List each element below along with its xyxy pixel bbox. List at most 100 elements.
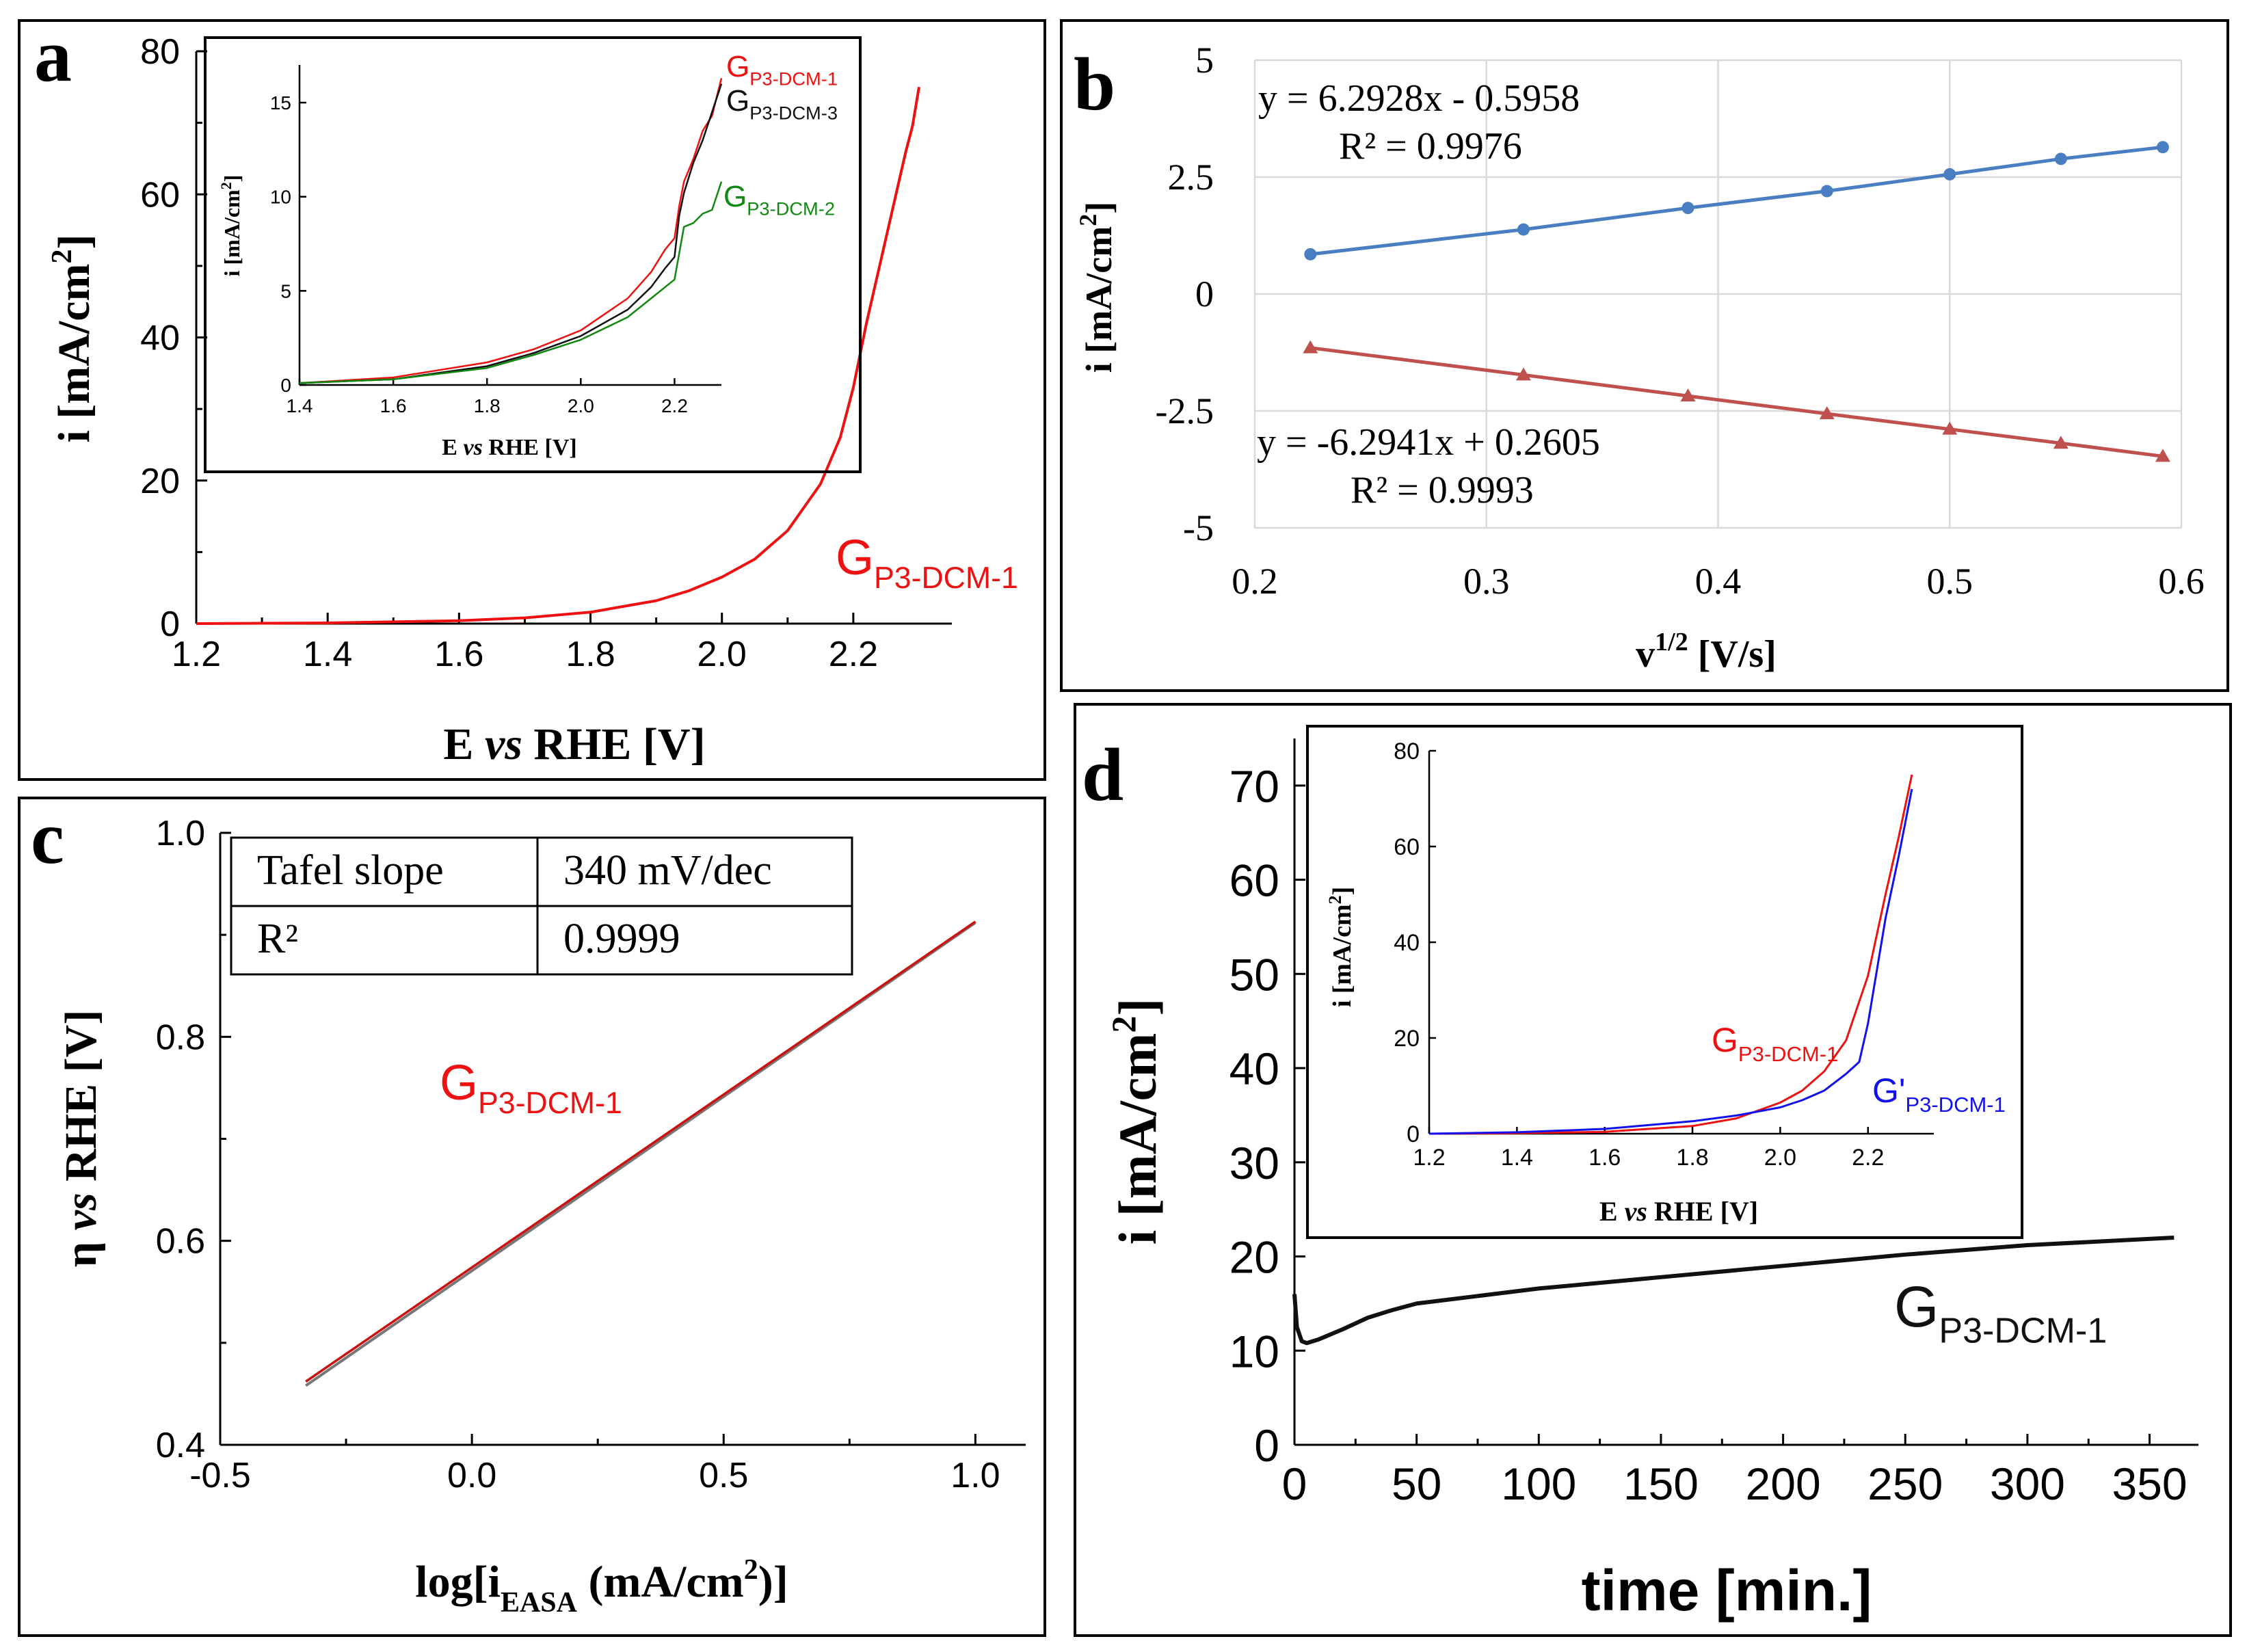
panel-c-table-cell: 340 mV/dec [563,847,772,894]
panel-b-ytick-label: 0 [1195,274,1214,315]
panel-d-ytick-label: 0 [1254,1420,1279,1471]
panel-b-point [2054,152,2067,165]
panel-d-xtick-label: 250 [1867,1458,1943,1509]
panel-b-ytick-label: -5 [1183,507,1214,548]
panel-d-inset-ylabel: i [mA/cm2] [1325,887,1357,1008]
panel-d-ylabel: i [mA/cm2] [1104,998,1167,1245]
panel-c-ytick-label: 0.4 [156,1426,205,1465]
panel-a-ytick-label: 20 [140,462,180,501]
panel-b-xtick-label: 0.5 [1927,561,1973,602]
panel-d-xtick-label: 100 [1501,1458,1576,1509]
panel-d-series-label: GP3-DCM-1 [1894,1275,2107,1351]
panel-a-series-label: GP3-DCM-1 [836,531,1018,595]
panel-c-xtick-label: 0.0 [447,1456,496,1495]
panel-a-inset-xtick-label: 1.8 [474,395,501,416]
panel-c-series-label: GP3-DCM-1 [440,1056,622,1120]
panel-a-inset-label: GP3-DCM-1 [726,50,838,89]
panel-d-ytick-label: 20 [1229,1232,1279,1283]
panel-d-ytick-label: 30 [1229,1138,1279,1188]
panel-a-xtick-label: 2.2 [829,635,878,674]
panel-a-inset-series-line [299,181,723,384]
panel-b-point [1303,340,1318,354]
panel-a-ytick-label: 0 [160,604,180,644]
panel-d-inset-xtick-label: 2.2 [1852,1145,1884,1171]
panel-c-frame [18,797,1046,1637]
panel-d-inset-xtick-label: 1.4 [1501,1145,1533,1171]
panel-c-fit-line [305,920,976,1383]
panel-d-inset-ytick-label: 40 [1394,930,1420,956]
panel-b-point [1943,168,1956,181]
panel-b-point [2053,436,2069,449]
panel-d-inset-series-line [1428,788,1913,1135]
panel-b-point [1304,248,1317,261]
panel-c-data-line [305,921,976,1387]
panel-b-ytick-label: 5 [1195,40,1214,81]
panel-a-series-line [196,86,920,625]
panel-d-ytick-label: 60 [1229,855,1279,906]
panel-d-frame [1074,703,2232,1637]
panel-d-inset-ytick-label: 20 [1394,1026,1420,1052]
panel-b-fit-r2-2: R² = 0.9993 [1351,469,1534,511]
panel-a-inset-ytick-label: 0 [280,375,291,396]
panel-c-xlabel: log[iEASA (mA/cm2)] [415,1554,788,1618]
panel-d-letter: d [1082,733,1124,816]
panel-b-point [2156,141,2169,154]
panel-b-fit-eq-2: y = -6.2941x + 0.2605 [1257,421,1600,464]
panel-b-ytick-label: -2.5 [1156,390,1214,431]
panel-c-table-cell: 0.9999 [563,916,680,962]
panel-b-point [1819,406,1835,420]
panel-d-ytick-label: 40 [1229,1043,1279,1094]
panel-a-inset-xtick-label: 1.4 [287,395,313,416]
panel-d-inset-ytick-label: 0 [1407,1121,1420,1147]
panel-a-inset-label: GP3-DCM-2 [723,180,835,219]
panel-b-xtick-label: 0.3 [1463,561,1510,602]
panel-c-xtick-label: 0.5 [699,1456,748,1495]
panel-a-xtick-label: 1.2 [172,635,221,674]
panel-c-ytick-label: 0.8 [156,1017,205,1057]
panel-d-xtick-label: 300 [1990,1458,2065,1509]
panel-d-inset-series-line [1428,774,1913,1135]
panel-d-inset-xtick-label: 1.8 [1676,1145,1708,1171]
panel-a-ytick-label: 40 [140,319,180,358]
panel-b-letter: b [1074,42,1115,126]
panel-a-xtick-label: 2.0 [697,635,747,674]
panel-d-xtick-label: 200 [1746,1458,1821,1509]
panel-a-ytick-label: 60 [140,175,180,215]
panel-a-xtick-label: 1.8 [566,635,615,674]
panel-c-ytick-label: 1.0 [156,814,205,853]
panel-a-ylabel: i [mA/cm2] [46,234,99,442]
panel-b-point [1820,185,1833,198]
panel-d-inset-label: GP3-DCM-1 [1712,1021,1838,1066]
panel-b-xtick-label: 0.2 [1232,561,1278,602]
panel-b-ytick-label: 2.5 [1168,157,1214,198]
panel-b-fit-eq-1: y = 6.2928x - 0.5958 [1258,77,1580,120]
panel-a-inset-ylabel: i [mA/cm2] [217,175,244,277]
panel-b-fit-r2-1: R² = 0.9976 [1339,125,1522,168]
panel-d-inset-xtick-label: 1.6 [1588,1145,1621,1171]
panel-d-inset-ytick-label: 80 [1394,738,1420,764]
panel-a-inset-ytick-label: 5 [280,280,291,302]
panel-d-xtick-label: 50 [1392,1458,1441,1509]
panel-d-inset-label: G'P3-DCM-1 [1872,1071,2006,1117]
panel-a-inset-frame [204,36,862,473]
panel-a-letter: a [34,14,72,97]
panel-a-inset-xtick-label: 2.2 [661,395,688,416]
panel-a-inset-xlabel: E vs RHE [V] [442,435,576,460]
panel-d-inset-xtick-label: 2.0 [1764,1145,1796,1171]
panel-a-inset-xtick-label: 1.6 [380,395,407,416]
panel-c-ylabel: η vs RHE [V] [56,1010,106,1268]
panel-b-point [1942,421,1958,435]
panel-d-series-line [1292,1236,2175,1346]
panel-d-ytick-label: 50 [1229,949,1279,1000]
panel-c-table-cell: Tafel slope [257,847,444,894]
panel-a-inset-series-line [299,83,723,384]
panel-a-inset-ytick-label: 15 [270,92,291,114]
panel-b-xtick-label: 0.6 [2158,561,2205,602]
panel-a-inset-xtick-label: 2.0 [568,395,594,416]
panel-d-ytick-label: 70 [1229,761,1279,812]
panel-c-letter: c [31,796,64,879]
panel-b-point [1681,202,1694,215]
panel-b-frame [1060,19,2229,692]
panel-d-inset-frame [1306,725,2023,1239]
